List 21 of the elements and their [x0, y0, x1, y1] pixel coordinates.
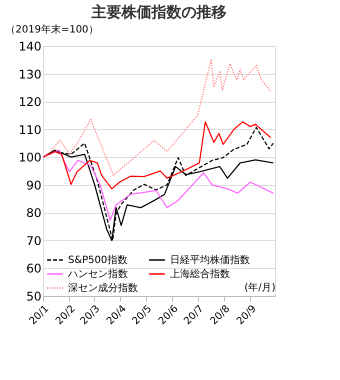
y-tick-label: 70	[26, 234, 42, 248]
y-tick-label: 120	[18, 95, 42, 110]
y-axis-title: （2019年末=100）	[6, 24, 98, 36]
y-tick-label: 90	[26, 178, 42, 192]
legend-label: ハンセン指数	[67, 268, 128, 280]
legend-label: 日経平均株価指数	[170, 254, 250, 266]
y-tick-label: 130	[18, 67, 42, 82]
legend-label: S&P500指数	[68, 254, 128, 266]
y-tick-label: 110	[18, 122, 42, 137]
y-tick-label: 60	[26, 262, 42, 276]
line-series	[42, 58, 272, 176]
y-tick-label: 50	[26, 290, 42, 304]
chart-title: 主要株価指数の推移	[90, 3, 226, 21]
line-series	[42, 121, 272, 190]
y-tick-label: 100	[18, 150, 42, 165]
legend-label: 上海総合指数	[170, 268, 230, 280]
y-tick-label: 80	[26, 206, 42, 220]
y-tick-label: 140	[18, 40, 42, 54]
x-axis-title: (年/月)	[244, 282, 276, 294]
legend-label: 深セン成分指数	[68, 282, 138, 294]
line-series	[42, 150, 274, 221]
